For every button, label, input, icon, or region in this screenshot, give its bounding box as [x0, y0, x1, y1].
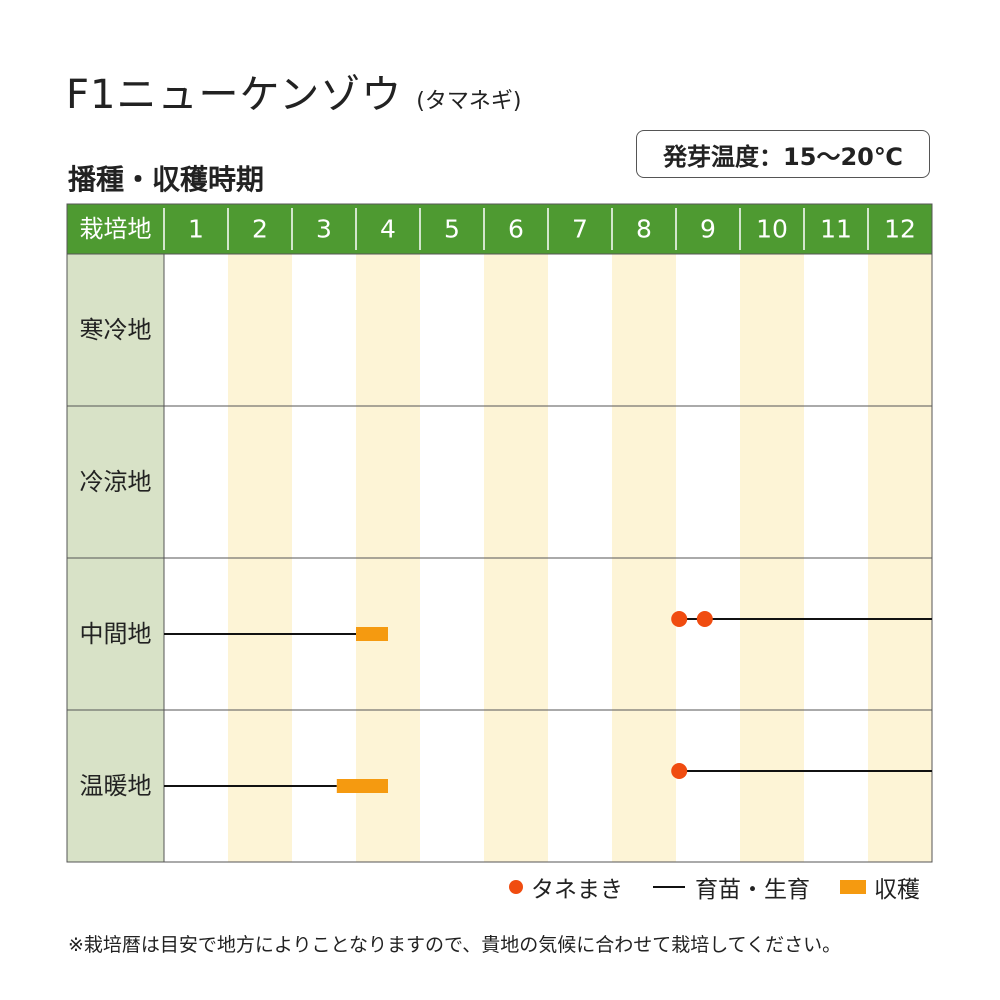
harvest-bar [356, 627, 388, 641]
header-corner-label: 栽培地 [80, 215, 152, 243]
legend-label-sowing: タネまき [531, 877, 623, 903]
footnote: ※栽培暦は目安で地方によりことなりますので、貴地の気候に合わせて栽培してください… [68, 934, 842, 956]
month-header-3: 3 [316, 215, 332, 244]
region-label-3: 中間地 [80, 620, 152, 648]
month-header-1: 1 [188, 215, 204, 244]
legend-label-harvest: 収穫 [874, 877, 920, 903]
sowing-dot-icon [509, 880, 523, 894]
legend-item-growing: 育苗・生育 [653, 870, 810, 904]
month-header-5: 5 [444, 215, 460, 244]
month-header-2: 2 [252, 215, 268, 244]
table-border [66, 203, 933, 863]
month-header-4: 4 [380, 215, 396, 244]
month-header-11: 11 [820, 215, 852, 244]
legend-item-harvest: 収穫 [840, 870, 920, 904]
title-block: F1ニューケンゾウ (タマネギ) [66, 62, 521, 120]
region-label-2: 冷涼地 [80, 468, 152, 496]
month-header-6: 6 [508, 215, 524, 244]
page-subtitle: (タマネギ) [416, 89, 522, 114]
region-label-1: 寒冷地 [80, 316, 152, 344]
growing-line-icon [653, 886, 685, 888]
region-label-4: 温暖地 [80, 772, 152, 800]
sowing-dot [671, 611, 688, 627]
month-header-9: 9 [700, 215, 716, 244]
harvest-bar [336, 779, 388, 793]
header-row [67, 204, 932, 254]
month-header-8: 8 [636, 215, 652, 244]
legend-label-growing: 育苗・生育 [695, 877, 810, 903]
month-header-10: 10 [756, 215, 788, 244]
germination-temperature-box: 発芽温度：15～20℃ [636, 130, 930, 178]
sowing-dot [671, 763, 688, 779]
sowing-dot [696, 611, 713, 627]
section-title: 播種・収穫時期 [68, 163, 265, 196]
month-header-12: 12 [884, 215, 916, 244]
page-title: F1ニューケンゾウ [66, 72, 403, 118]
legend-item-sowing: タネまき [509, 870, 623, 904]
month-header-7: 7 [572, 215, 588, 244]
germination-temperature-text: 発芽温度：15～20℃ [663, 142, 903, 171]
legend: タネまき 育苗・生育 収穫 [509, 870, 920, 904]
harvest-bar-icon [840, 880, 866, 894]
